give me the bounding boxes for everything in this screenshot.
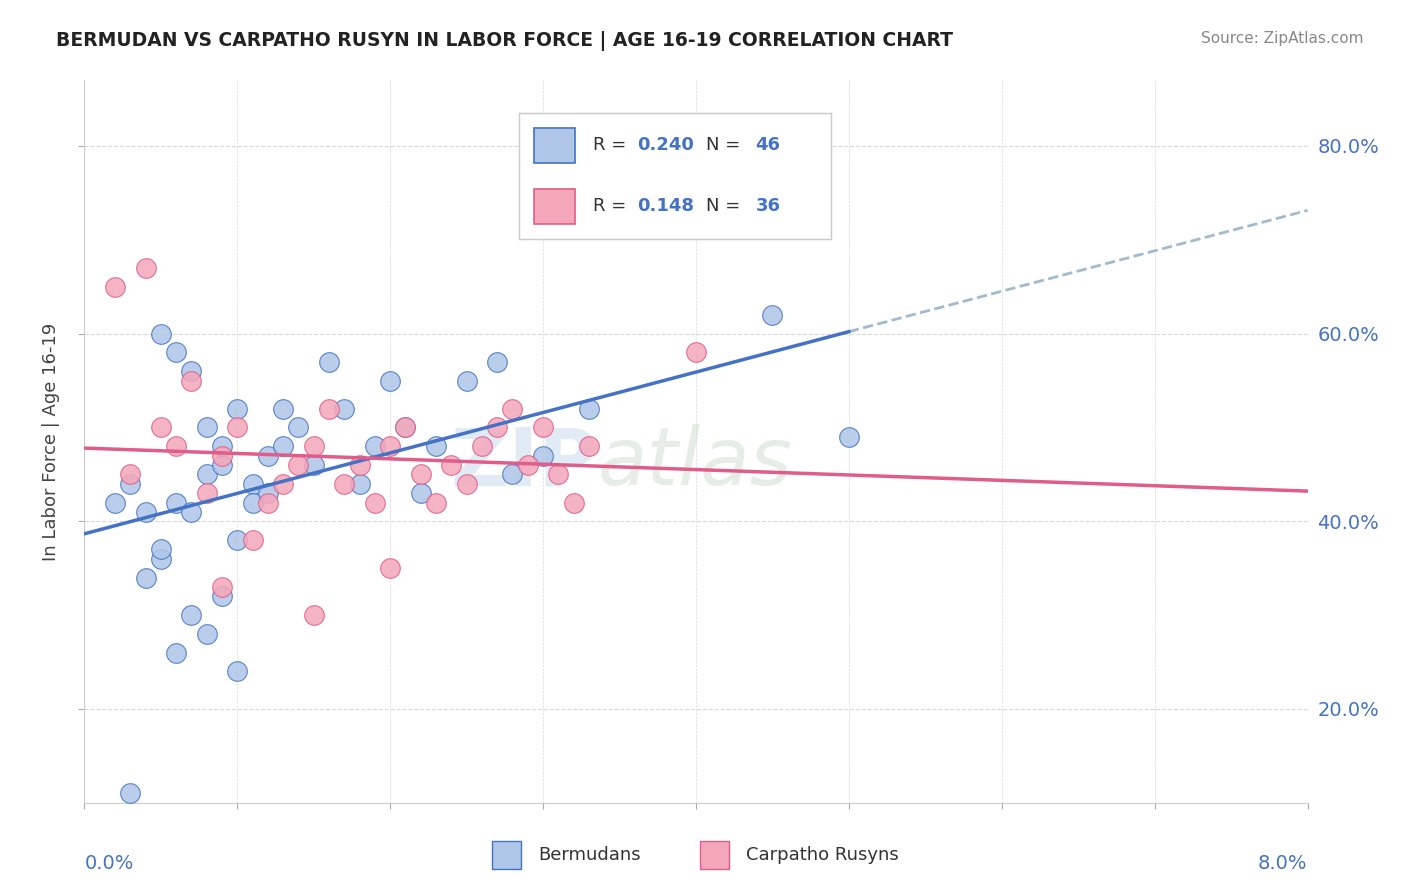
Point (380, 374, 402, 388)
Point (349, 458, 371, 472)
Point (226, 533, 249, 547)
Point (257, 449, 280, 463)
Point (271, 401, 294, 416)
Point (195, 420, 218, 434)
Point (547, 467, 569, 482)
Point (226, 665, 249, 679)
Point (242, 476, 264, 491)
Point (302, 608, 325, 623)
Point (287, 458, 309, 472)
Point (257, 486, 280, 500)
Point (531, 420, 554, 434)
Point (180, 608, 202, 623)
Point (135, 571, 157, 585)
Point (104, 495, 127, 509)
Point (440, 458, 463, 472)
Text: 0.0%: 0.0% (84, 855, 134, 873)
Point (394, 420, 416, 434)
Point (302, 458, 325, 472)
Point (333, 476, 356, 491)
Text: 8.0%: 8.0% (1258, 855, 1308, 873)
Point (380, 439, 402, 453)
Point (380, 561, 402, 575)
Text: Source: ZipAtlas.com: Source: ZipAtlas.com (1201, 31, 1364, 46)
Point (135, 260, 157, 275)
Point (165, 345, 187, 359)
Point (425, 495, 447, 509)
Point (562, 495, 585, 509)
Point (287, 420, 309, 434)
Point (318, 401, 340, 416)
Point (211, 439, 233, 453)
Point (409, 486, 432, 500)
Point (486, 355, 509, 369)
Point (149, 326, 172, 341)
Point (349, 476, 371, 491)
Y-axis label: In Labor Force | Age 16-19: In Labor Force | Age 16-19 (42, 322, 60, 561)
Point (409, 467, 432, 482)
Point (180, 374, 202, 388)
Point (425, 439, 447, 453)
Point (502, 467, 524, 482)
Point (302, 439, 325, 453)
Point (149, 542, 172, 557)
Point (761, 308, 783, 322)
Point (195, 627, 218, 641)
Point (195, 486, 218, 500)
Text: atlas: atlas (598, 425, 793, 502)
Point (149, 551, 172, 566)
Point (149, 420, 172, 434)
Point (120, 467, 142, 482)
Point (135, 505, 157, 519)
Point (456, 476, 478, 491)
Point (271, 476, 294, 491)
Point (578, 439, 600, 453)
Point (120, 476, 142, 491)
Point (502, 401, 524, 416)
Point (226, 420, 249, 434)
Point (242, 533, 264, 547)
Point (364, 495, 387, 509)
Point (578, 401, 600, 416)
Point (180, 505, 202, 519)
Point (211, 580, 233, 594)
Point (838, 430, 860, 444)
Point (165, 439, 187, 453)
Point (471, 439, 494, 453)
Point (456, 374, 478, 388)
Point (318, 355, 340, 369)
Text: ZIP: ZIP (451, 425, 598, 502)
Point (104, 279, 127, 293)
Point (211, 449, 233, 463)
Point (685, 345, 707, 359)
Text: BERMUDAN VS CARPATHO RUSYN IN LABOR FORCE | AGE 16-19 CORRELATION CHART: BERMUDAN VS CARPATHO RUSYN IN LABOR FORC… (56, 31, 953, 51)
Point (242, 495, 264, 509)
Point (333, 401, 356, 416)
Point (120, 786, 142, 800)
Point (211, 590, 233, 604)
Point (516, 458, 538, 472)
Point (364, 439, 387, 453)
Point (165, 646, 187, 660)
Point (165, 495, 187, 509)
Point (271, 439, 294, 453)
Point (211, 458, 233, 472)
Point (531, 449, 554, 463)
Point (226, 401, 249, 416)
Point (180, 364, 202, 378)
Point (486, 420, 509, 434)
Point (257, 495, 280, 509)
Point (195, 467, 218, 482)
Point (394, 420, 416, 434)
